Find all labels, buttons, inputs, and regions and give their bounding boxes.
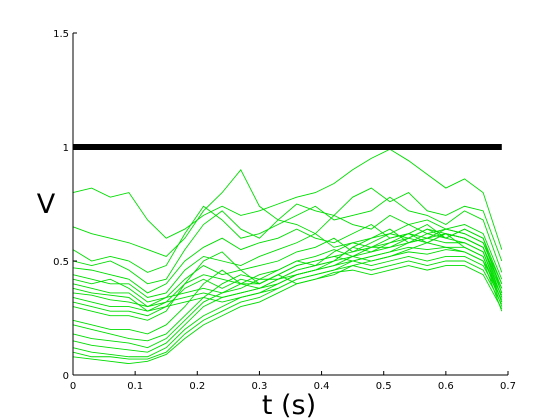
x-tick-label: 0.3: [251, 381, 267, 392]
series-line-15: [72, 228, 503, 342]
y-tick-label: 0.5: [53, 257, 69, 268]
x-axis-label: t (s): [262, 390, 316, 420]
series-line-1: [72, 148, 503, 250]
series-group: [72, 148, 503, 365]
x-tick-label: 0.7: [500, 381, 516, 392]
series-line-17: [72, 233, 503, 353]
series-line-2: [72, 168, 503, 262]
series-line-3: [72, 196, 503, 273]
x-tick-label: 0.4: [314, 381, 330, 392]
y-tick-label: 1: [63, 143, 69, 154]
x-tick-label: 0.2: [189, 381, 205, 392]
series-line-20: [72, 242, 503, 365]
ticks-group: 0 0.1 0.2 0.3 0.4 0.5 0.6 0.7 0 0.5 1 1.5: [53, 29, 516, 392]
series-line-6: [72, 228, 503, 298]
series-line-13: [72, 251, 503, 321]
x-tick-label: 0: [70, 381, 76, 392]
series-line-18: [72, 228, 503, 358]
x-tick-label: 0.5: [376, 381, 392, 392]
y-tick-label: 0: [63, 371, 69, 382]
series-line-14: [72, 228, 503, 335]
series-line-5: [72, 223, 503, 294]
y-tick-label: 1.5: [53, 29, 69, 40]
series-line-19: [72, 233, 503, 360]
y-axis-label: V: [37, 189, 56, 220]
x-tick-label: 0.6: [438, 381, 454, 392]
x-tick-label: 0.1: [127, 381, 143, 392]
series-line-4: [72, 210, 503, 285]
series-line-16: [72, 224, 503, 349]
